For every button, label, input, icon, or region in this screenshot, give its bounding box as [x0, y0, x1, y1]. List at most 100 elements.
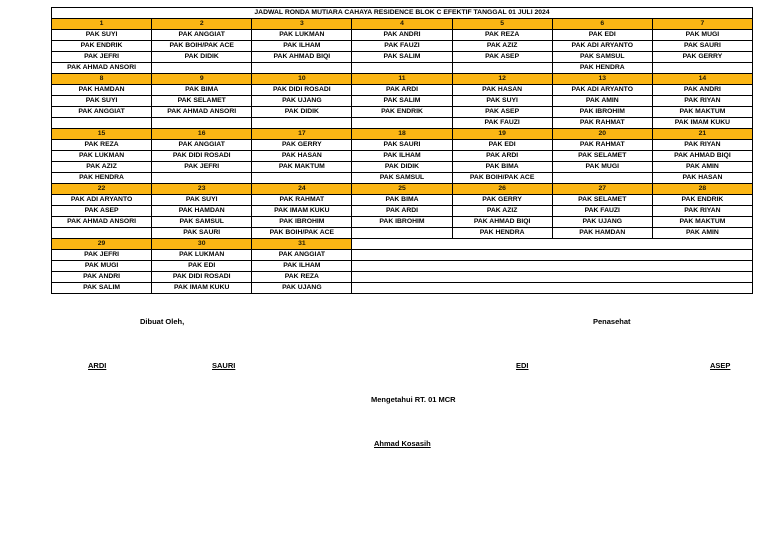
date-header-cell: 2: [151, 18, 253, 30]
schedule-cell: PAK UJANG: [251, 282, 353, 294]
schedule-cell: PAK SELAMET: [551, 194, 653, 206]
title-row: JADWAL RONDA MUTIARA CAHAYA RESIDENCE BL…: [51, 7, 753, 19]
schedule-cell: PAK RAHMAT: [251, 194, 353, 206]
schedule-cell: PAK ENDRIK: [651, 194, 754, 206]
schedule-cell: [251, 62, 353, 74]
schedule-cell: PAK FAUZI: [351, 40, 453, 52]
schedule-cell: PAK ANGGIAT: [151, 29, 253, 41]
schedule-cell: PAK LUKMAN: [50, 150, 153, 162]
schedule-cell: PAK AZIZ: [451, 205, 553, 217]
schedule-cell: PAK HASAN: [251, 150, 353, 162]
schedule-cell: PAK DIDI ROSADI: [251, 84, 353, 96]
schedule-cell: PAK SUYI: [50, 29, 153, 41]
date-header-cell: 26: [451, 183, 553, 195]
schedule-cell: PAK HENDRA: [551, 62, 653, 74]
schedule-cell: PAK AHMAD BIQI: [451, 216, 553, 228]
schedule-cell: [50, 117, 153, 129]
date-header-cell: 16: [151, 128, 253, 140]
date-header-cell: 17: [251, 128, 353, 140]
date-header-cell: 24: [251, 183, 353, 195]
schedule-row: PAK JEFRI PAK DIDIK PAK AHMAD BIQI PAK SALI…: [50, 51, 754, 63]
date-header-cell: 25: [351, 183, 453, 195]
schedule-cell: PAK FAUZI: [551, 205, 653, 217]
schedule-row: PAK SUYI PAK SELAMET PAK UJANG PAK SALIM PAK…: [50, 95, 754, 107]
schedule-cell: PAK UJANG: [551, 216, 653, 228]
schedule-cell: PAK EDI: [451, 139, 553, 151]
schedule-cell: PAK REZA: [251, 271, 353, 283]
schedule-row: PAK LUKMAN PAK DIDI ROSADI PAK HASAN PAK IL…: [50, 150, 754, 162]
schedule-cell: PAK GERRY: [251, 139, 353, 151]
date-header-row: 29 30 31: [50, 238, 753, 250]
schedule-cell: PAK ILHAM: [251, 40, 353, 52]
date-header-cell: 8: [50, 73, 153, 85]
date-header-cell: 14: [651, 73, 754, 85]
date-header-cell: 3: [251, 18, 353, 30]
schedule-cell: PAK BIMA: [151, 84, 253, 96]
date-header-cell: 5: [451, 18, 553, 30]
schedule-cell: PAK ANDRI: [351, 29, 453, 41]
schedule-cell: PAK UJANG: [251, 95, 353, 107]
schedule-cell: [651, 62, 754, 74]
ronda-schedule-table: JADWAL RONDA MUTIARA CAHAYA RESIDENCE BL…: [50, 7, 754, 294]
empty-region: [351, 260, 753, 272]
schedule-table-body: JADWAL RONDA MUTIARA CAHAYA RESIDENCE BL…: [50, 7, 754, 294]
schedule-cell: [251, 117, 353, 129]
schedule-cell: PAK AHMAD BIQI: [251, 51, 353, 63]
schedule-cell: PAK SALIM: [351, 95, 453, 107]
schedule-cell: PAK GERRY: [651, 51, 754, 63]
schedule-cell: PAK MUGI: [50, 260, 153, 272]
schedule-cell: PAK SUYI: [50, 95, 153, 107]
schedule-row: PAK ANGGIAT PAK AHMAD ANSORI PAK DIDIK PAK …: [50, 106, 754, 118]
schedule-cell: PAK REZA: [451, 29, 553, 41]
date-header-cell: 6: [551, 18, 653, 30]
schedule-cell: PAK SAURI: [651, 40, 754, 52]
schedule-cell: PAK ILHAM: [251, 260, 353, 272]
rt-head-name: Ahmad Kosasih: [374, 439, 431, 448]
date-header-cell: 19: [451, 128, 553, 140]
schedule-cell: PAK BOIH/PAK ACE: [251, 227, 353, 239]
schedule-cell: PAK HASAN: [651, 172, 754, 184]
schedule-cell: PAK MUGI: [651, 29, 754, 41]
schedule-cell: PAK SALIM: [351, 51, 453, 63]
schedule-row: PAK AHMAD ANSORI PAK SAMSUL PAK IBROHIM PAK…: [50, 216, 754, 228]
date-header-cell: 1: [50, 18, 153, 30]
schedule-cell: [351, 62, 453, 74]
schedule-row: PAK AZIZ PAK JEFRI PAK MAKTUM PAK DIDIK PAK …: [50, 161, 754, 173]
schedule-cell: PAK HAMDAN: [50, 84, 153, 96]
schedule-row: PAK SAURI PAK BOIH/PAK ACE PAK HENDRA PAK H…: [50, 227, 754, 239]
schedule-cell: PAK RIYAN: [651, 139, 754, 151]
schedule-row: PAK ENDRIK PAK BOIH/PAK ACE PAK ILHAM PAK F…: [50, 40, 754, 52]
schedule-cell: PAK REZA: [50, 139, 153, 151]
schedule-cell: PAK IMAM KUKU: [651, 117, 754, 129]
signature-name-edi: EDI: [516, 361, 529, 370]
schedule-cell: PAK ASEP: [451, 51, 553, 63]
schedule-cell: PAK SAURI: [151, 227, 253, 239]
schedule-cell: PAK BOIH/PAK ACE: [151, 40, 253, 52]
schedule-cell: PAK ADI ARYANTO: [50, 194, 153, 206]
schedule-cell: PAK LUKMAN: [251, 29, 353, 41]
schedule-cell: PAK MAKTUM: [251, 161, 353, 173]
empty-region: [351, 238, 753, 250]
schedule-row: PAK MUGI PAK EDI PAK ILHAM: [50, 260, 753, 272]
schedule-cell: PAK ASEP: [50, 205, 153, 217]
schedule-row: PAK FAUZI PAK RAHMAT PAK IMAM KUKU: [50, 117, 754, 129]
schedule-cell: PAK MAKTUM: [651, 216, 754, 228]
schedule-cell: [351, 117, 453, 129]
schedule-cell: PAK ASEP: [451, 106, 553, 118]
schedule-cell: PAK ANGGIAT: [251, 249, 353, 261]
penasehat-label: Penasehat: [593, 317, 631, 326]
date-header-cell: 15: [50, 128, 153, 140]
schedule-cell: PAK ARDI: [351, 84, 453, 96]
empty-region: [351, 282, 753, 294]
schedule-cell: [151, 117, 253, 129]
signature-name-sauri: SAURI: [212, 361, 236, 370]
schedule-cell: PAK RAHMAT: [551, 117, 653, 129]
schedule-cell: [151, 62, 253, 74]
date-header-cell: 11: [351, 73, 453, 85]
schedule-cell: PAK AMIN: [651, 227, 754, 239]
schedule-cell: PAK AZIZ: [50, 161, 153, 173]
date-header-row: 8 9 10 11 12 13 14: [50, 73, 754, 85]
date-header-cell: 21: [651, 128, 754, 140]
date-header-cell: 7: [651, 18, 754, 30]
